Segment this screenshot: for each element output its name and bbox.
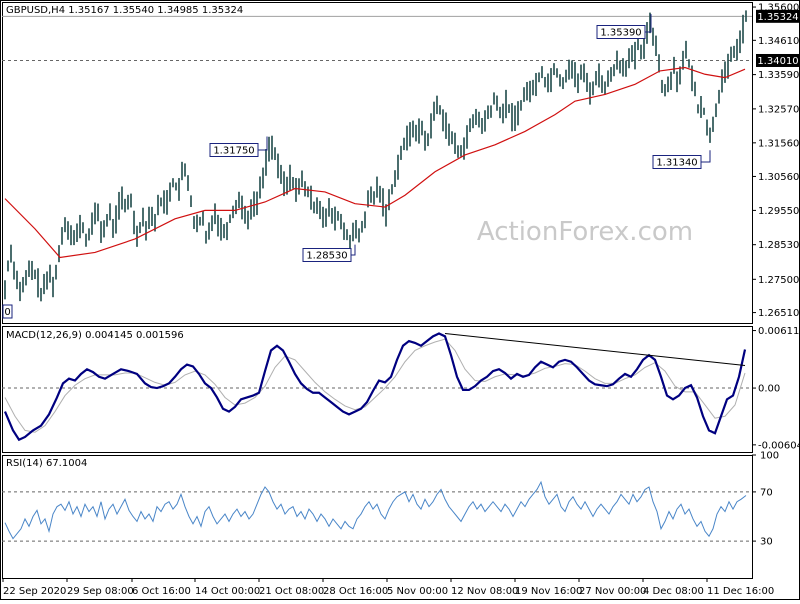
annotation-connector bbox=[645, 14, 652, 33]
annotation-label: 0 bbox=[4, 307, 10, 318]
pane-frame-1 bbox=[2, 2, 753, 324]
macd-ytick-label: 0.00 bbox=[758, 384, 780, 395]
x-tick-label: 28 Oct 16:00 bbox=[323, 586, 388, 597]
x-tick-label: 5 Nov 00:00 bbox=[387, 586, 448, 597]
annotation-connector bbox=[701, 150, 711, 163]
rsi-ytick-label: 30 bbox=[760, 537, 773, 548]
price-ytick-label: 1.34610 bbox=[758, 36, 799, 47]
pane-frame-3 bbox=[2, 455, 753, 579]
annotation-box bbox=[209, 143, 259, 157]
annotation-label: 1.28530 bbox=[306, 251, 347, 262]
annotation-label: 1.35390 bbox=[600, 28, 641, 39]
price-chart-title: GBPUSD,H4 1.35167 1.35540 1.34985 1.3532… bbox=[6, 5, 243, 16]
macd-series-macd bbox=[3, 332, 747, 442]
x-tick-label: 11 Dec 16:00 bbox=[707, 586, 774, 597]
annotation-box bbox=[652, 155, 702, 169]
current-price-label: 1.35324 bbox=[757, 12, 798, 23]
x-tick-label: 22 Sep 2020 bbox=[3, 586, 66, 597]
macd-chart-title: MACD(12,26,9) 0.004145 0.001596 bbox=[6, 330, 184, 341]
moving-average-line bbox=[4, 66, 746, 259]
price-ytick-label: 1.33590 bbox=[758, 70, 799, 81]
x-tick-label: 4 Dec 08:00 bbox=[643, 586, 704, 597]
price-ytick-label: 1.28530 bbox=[758, 240, 799, 251]
macd-series-signal bbox=[4, 338, 746, 433]
macd-ytick-label: -0.00604 bbox=[758, 440, 800, 451]
price-ytick-label: 1.32570 bbox=[758, 104, 799, 115]
pane-frame-2 bbox=[2, 326, 753, 453]
x-tick-label: 29 Sep 08:00 bbox=[67, 586, 134, 597]
rsi-ytick-label: 70 bbox=[760, 487, 773, 498]
x-tick-label: 21 Oct 08:00 bbox=[259, 586, 324, 597]
price-ytick-label: 1.35600 bbox=[758, 3, 799, 14]
annotation-connector bbox=[258, 136, 268, 151]
x-tick-label: 6 Oct 16:00 bbox=[132, 586, 191, 597]
rsi-chart-title: RSI(14) 67.1004 bbox=[6, 458, 87, 469]
annotation-box bbox=[2, 304, 13, 319]
macd-trendline bbox=[444, 333, 746, 366]
x-tick-label: 14 Oct 00:00 bbox=[195, 586, 260, 597]
annotation-box bbox=[302, 248, 352, 262]
watermark: ActionForex.com bbox=[477, 217, 693, 247]
hline-price-box bbox=[756, 53, 800, 67]
rsi-series bbox=[4, 480, 747, 540]
macd-ytick-label: 0.006116 bbox=[758, 326, 800, 337]
x-tick-label: 12 Nov 08:00 bbox=[451, 586, 518, 597]
current-price-box bbox=[756, 9, 800, 23]
hline-price-label: 1.34010 bbox=[757, 56, 798, 67]
x-tick-label: 19 Nov 16:00 bbox=[515, 586, 582, 597]
annotation-label: 1.31750 bbox=[213, 146, 254, 157]
x-tick-label: 27 Nov 00:00 bbox=[579, 586, 646, 597]
price-ytick-label: 1.30560 bbox=[758, 172, 799, 183]
price-ytick-label: 1.29550 bbox=[758, 206, 799, 217]
rsi-ytick-label: 100 bbox=[760, 451, 779, 462]
price-ytick-label: 1.31560 bbox=[758, 138, 799, 149]
annotation-connector bbox=[351, 244, 356, 256]
annotation-box bbox=[596, 25, 646, 39]
price-ytick-label: 1.27500 bbox=[758, 275, 799, 286]
price-ytick-label: 1.26510 bbox=[758, 308, 799, 319]
annotation-label: 1.31340 bbox=[656, 158, 697, 169]
